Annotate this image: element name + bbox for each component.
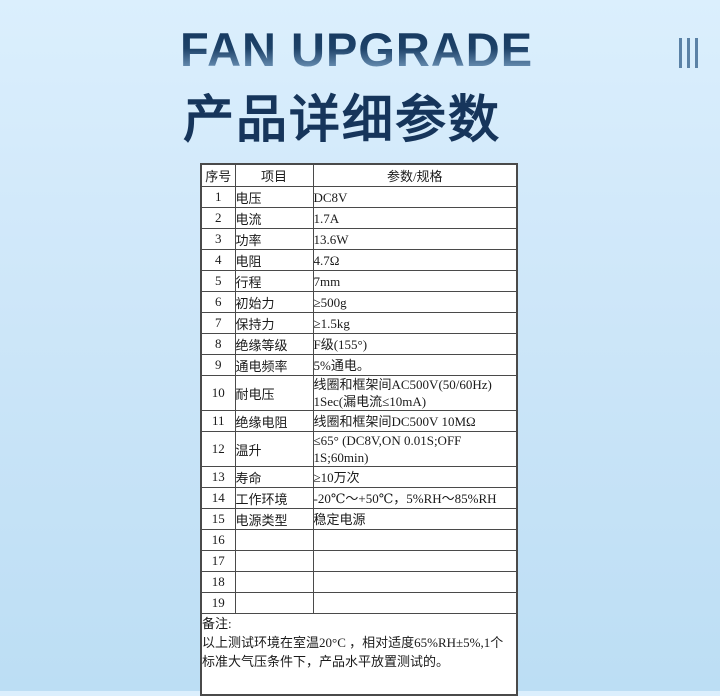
triple-vertical-bars-icon bbox=[679, 38, 698, 68]
row-item-cell: 绝缘电阻 bbox=[234, 410, 314, 432]
table-row: 3 功率 13.6W bbox=[200, 228, 518, 250]
table-row: 17 bbox=[200, 550, 518, 572]
row-no-cell: 16 bbox=[200, 529, 236, 551]
table-row: 12 温升 ≤65° (DC8V,ON 0.01S;OFF 1S;60min) bbox=[200, 431, 518, 467]
note-text: 以上测试环境在室温20°C ，相对适度65%RH±5%,1个标准大气压条件下，产… bbox=[202, 635, 504, 669]
row-item-cell: 功率 bbox=[234, 228, 314, 250]
row-no-cell: 3 bbox=[200, 228, 236, 250]
row-no-cell: 13 bbox=[200, 466, 236, 488]
table-row: 14 工作环境 -20℃～+50℃，5%RH～85%RH bbox=[200, 487, 518, 509]
table-row: 8 绝缘等级 F级(155°) bbox=[200, 333, 518, 355]
table-row: 1 电压 DC8V bbox=[200, 186, 518, 208]
bar-icon bbox=[679, 38, 682, 68]
row-value-cell bbox=[312, 529, 518, 551]
spec-table: 序号 项目 参数/规格 1 电压 DC8V 2 电流 1.7A 3 功率 13.… bbox=[200, 163, 518, 696]
note-cell: 备注: 以上测试环境在室温20°C ，相对适度65%RH±5%,1个标准大气压条… bbox=[200, 613, 518, 696]
row-value-cell: 7mm bbox=[312, 270, 518, 292]
row-value-cell bbox=[312, 592, 518, 614]
row-item-cell bbox=[234, 571, 314, 593]
row-value-cell: 稳定电源 bbox=[312, 508, 518, 530]
row-value-cell: 线圈和框架间AC500V(50/60Hz) 1Sec(漏电流≤10mA) bbox=[312, 375, 518, 411]
row-no-cell: 18 bbox=[200, 571, 236, 593]
page-title-english: FAN UPGRADE bbox=[180, 23, 534, 76]
row-value-cell: 线圈和框架间DC500V 10MΩ bbox=[312, 410, 518, 432]
row-item-cell bbox=[234, 550, 314, 572]
row-value-cell: 4.7Ω bbox=[312, 249, 518, 271]
row-value-cell: 1.7A bbox=[312, 207, 518, 229]
page-title-chinese: 产品详细参数 bbox=[183, 91, 502, 148]
table-row: 4 电阻 4.7Ω bbox=[200, 249, 518, 271]
table-row: 5 行程 7mm bbox=[200, 270, 518, 292]
row-no-cell: 15 bbox=[200, 508, 236, 530]
row-no-cell: 1 bbox=[200, 186, 236, 208]
row-no-cell: 5 bbox=[200, 270, 236, 292]
row-value-cell: F级(155°) bbox=[312, 333, 518, 355]
row-value-cell: 5%通电。 bbox=[312, 354, 518, 376]
row-no-cell: 19 bbox=[200, 592, 236, 614]
row-value-cell bbox=[312, 550, 518, 572]
row-no-cell: 17 bbox=[200, 550, 236, 572]
row-no-cell: 4 bbox=[200, 249, 236, 271]
table-row: 13 寿命 ≥10万次 bbox=[200, 466, 518, 488]
row-item-cell: 寿命 bbox=[234, 466, 314, 488]
row-item-cell: 通电频率 bbox=[234, 354, 314, 376]
row-item-cell: 电压 bbox=[234, 186, 314, 208]
row-value-cell: -20℃～+50℃，5%RH～85%RH bbox=[312, 487, 518, 509]
row-no-cell: 2 bbox=[200, 207, 236, 229]
row-value-cell: ≥500g bbox=[312, 291, 518, 313]
row-item-cell: 工作环境 bbox=[234, 487, 314, 509]
row-item-cell: 保持力 bbox=[234, 312, 314, 334]
table-header-row: 序号 项目 参数/规格 bbox=[200, 163, 518, 187]
table-row: 18 bbox=[200, 571, 518, 593]
table-row: 9 通电频率 5%通电。 bbox=[200, 354, 518, 376]
row-value-cell: 13.6W bbox=[312, 228, 518, 250]
row-no-cell: 8 bbox=[200, 333, 236, 355]
header-item: 项目 bbox=[234, 163, 314, 187]
table-row: 11 绝缘电阻 线圈和框架间DC500V 10MΩ bbox=[200, 410, 518, 432]
row-no-cell: 14 bbox=[200, 487, 236, 509]
row-item-cell: 行程 bbox=[234, 270, 314, 292]
row-no-cell: 11 bbox=[200, 410, 236, 432]
table-row: 16 bbox=[200, 529, 518, 551]
row-value-cell: ≥1.5kg bbox=[312, 312, 518, 334]
bar-icon bbox=[695, 38, 698, 68]
row-item-cell bbox=[234, 529, 314, 551]
row-no-cell: 6 bbox=[200, 291, 236, 313]
row-value-cell: DC8V bbox=[312, 186, 518, 208]
row-item-cell: 绝缘等级 bbox=[234, 333, 314, 355]
table-row: 7 保持力 ≥1.5kg bbox=[200, 312, 518, 334]
row-item-cell: 电流 bbox=[234, 207, 314, 229]
row-value-cell: ≤65° (DC8V,ON 0.01S;OFF 1S;60min) bbox=[312, 431, 518, 467]
row-item-cell: 耐电压 bbox=[234, 375, 314, 411]
header-no: 序号 bbox=[200, 163, 236, 187]
row-item-cell: 温升 bbox=[234, 431, 314, 467]
table-note-row: 备注: 以上测试环境在室温20°C ，相对适度65%RH±5%,1个标准大气压条… bbox=[200, 613, 518, 696]
row-item-cell: 初始力 bbox=[234, 291, 314, 313]
table-row: 10 耐电压 线圈和框架间AC500V(50/60Hz) 1Sec(漏电流≤10… bbox=[200, 375, 518, 411]
row-item-cell bbox=[234, 592, 314, 614]
row-item-cell: 电阻 bbox=[234, 249, 314, 271]
row-no-cell: 10 bbox=[200, 375, 236, 411]
row-no-cell: 7 bbox=[200, 312, 236, 334]
row-no-cell: 12 bbox=[200, 431, 236, 467]
row-value-cell bbox=[312, 571, 518, 593]
note-label: 备注: bbox=[202, 616, 232, 631]
table-row: 6 初始力 ≥500g bbox=[200, 291, 518, 313]
row-value-cell: ≥10万次 bbox=[312, 466, 518, 488]
table-row: 15 电源类型 稳定电源 bbox=[200, 508, 518, 530]
row-item-cell: 电源类型 bbox=[234, 508, 314, 530]
row-no-cell: 9 bbox=[200, 354, 236, 376]
table-row: 2 电流 1.7A bbox=[200, 207, 518, 229]
bar-icon bbox=[687, 38, 690, 68]
header-spec: 参数/规格 bbox=[312, 163, 518, 187]
table-row: 19 bbox=[200, 592, 518, 614]
